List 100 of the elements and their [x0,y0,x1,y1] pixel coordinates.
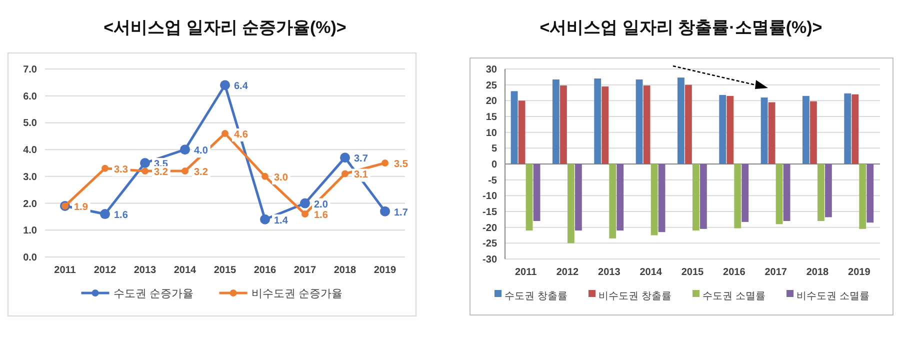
data-label: 3.5 [394,159,408,170]
legend-label: 비수도권 순증가율 [251,288,342,300]
chart-title: <서비스업 일자리 순증가율(%)> [104,18,346,37]
y-tick-label: 30 [486,64,498,76]
y-tick-label: 25 [486,80,498,92]
bar [518,100,526,164]
x-tick-label: 2012 [94,265,117,276]
bar [818,164,824,221]
bar [609,164,616,238]
point [182,168,188,175]
bar [602,86,609,164]
x-tick-label: 2013 [598,267,621,278]
x-tick-label: 2019 [848,267,871,278]
bar [726,96,734,164]
y-tick-label: 7.0 [23,64,38,76]
bar [760,98,768,164]
x-tick-label: 2011 [54,265,76,276]
bar [650,164,658,236]
bar [658,164,666,232]
x-tick-label: 2016 [723,267,746,278]
bar [526,164,533,230]
data-label: 3.2 [194,167,208,178]
x-tick-label: 2012 [556,267,580,278]
y-tick-label: -30 [482,254,498,266]
bar [560,85,567,164]
bar [594,78,602,164]
point [342,170,348,178]
data-label: 1.7 [394,207,408,218]
point [102,164,108,172]
point [222,130,228,137]
data-label: 1.6 [114,210,128,222]
point [180,144,190,155]
y-tick-label: -25 [482,238,498,250]
point [100,209,110,220]
bar [825,164,832,218]
bar [734,164,742,228]
x-tick-label: 2017 [294,265,317,276]
data-label: 3.0 [274,172,288,184]
bar [692,164,700,230]
bar [810,101,817,164]
bar [510,91,518,164]
legend-label: 수도권 소멸률 [702,291,766,302]
y-tick-label: -15 [482,207,498,218]
bar [783,164,790,221]
bar [776,164,783,224]
y-tick-label: -10 [482,191,498,202]
data-label: 1.6 [314,210,328,222]
y-tick-label: -20 [482,222,498,234]
y-tick-label: 4.0 [23,145,38,156]
bar [568,164,574,244]
x-tick-label: 2014 [640,267,662,278]
bar [552,79,560,164]
bar [866,164,874,223]
x-tick-label: 2013 [134,265,157,276]
y-tick-label: 1.0 [23,226,38,237]
point [380,206,390,216]
bar [700,164,707,229]
data-label: 3.3 [114,164,128,176]
bar [768,102,776,164]
bar [742,164,749,222]
point [262,172,268,180]
bar [859,164,866,229]
data-label: 6.4 [234,81,248,92]
data-label: 4.0 [194,146,208,157]
point [340,152,350,163]
data-label: 3.7 [354,154,368,165]
point [140,158,150,168]
bar [852,94,859,164]
x-tick-label: 2018 [334,265,357,276]
x-tick-label: 2017 [764,267,788,278]
x-tick-label: 2011 [514,267,538,278]
point [302,210,308,218]
data-label: 3.1 [354,170,368,181]
point [142,168,148,175]
bar [678,78,684,164]
x-tick-label: 2014 [174,265,197,276]
point [300,198,310,208]
y-tick-label: 6.0 [23,91,38,102]
y-tick-label: 5.0 [23,118,38,130]
chart-title: <서비스업 일자리 창출률·소멸률(%)> [540,18,822,37]
x-tick-label: 2015 [681,267,704,278]
bar [575,164,582,230]
data-label: 1.9 [74,202,88,213]
y-tick-label: 15 [486,112,498,123]
bar [685,84,692,164]
bar [643,85,650,164]
y-tick-label: 20 [486,96,498,108]
point [220,80,230,90]
point [382,160,388,166]
bar [636,79,643,164]
legend-label: 비수도권 창출률 [598,291,672,302]
x-tick-label: 2015 [214,265,237,276]
bar [844,93,852,164]
bar [533,164,540,221]
y-tick-label: 0.0 [23,252,38,264]
y-tick-label: 5 [491,144,498,155]
y-tick-label: 2.0 [23,198,38,210]
x-tick-label: 2018 [806,267,830,278]
legend-label: 비수도권 소멸률 [796,291,870,302]
legend-label: 수도권 창출률 [504,291,568,302]
